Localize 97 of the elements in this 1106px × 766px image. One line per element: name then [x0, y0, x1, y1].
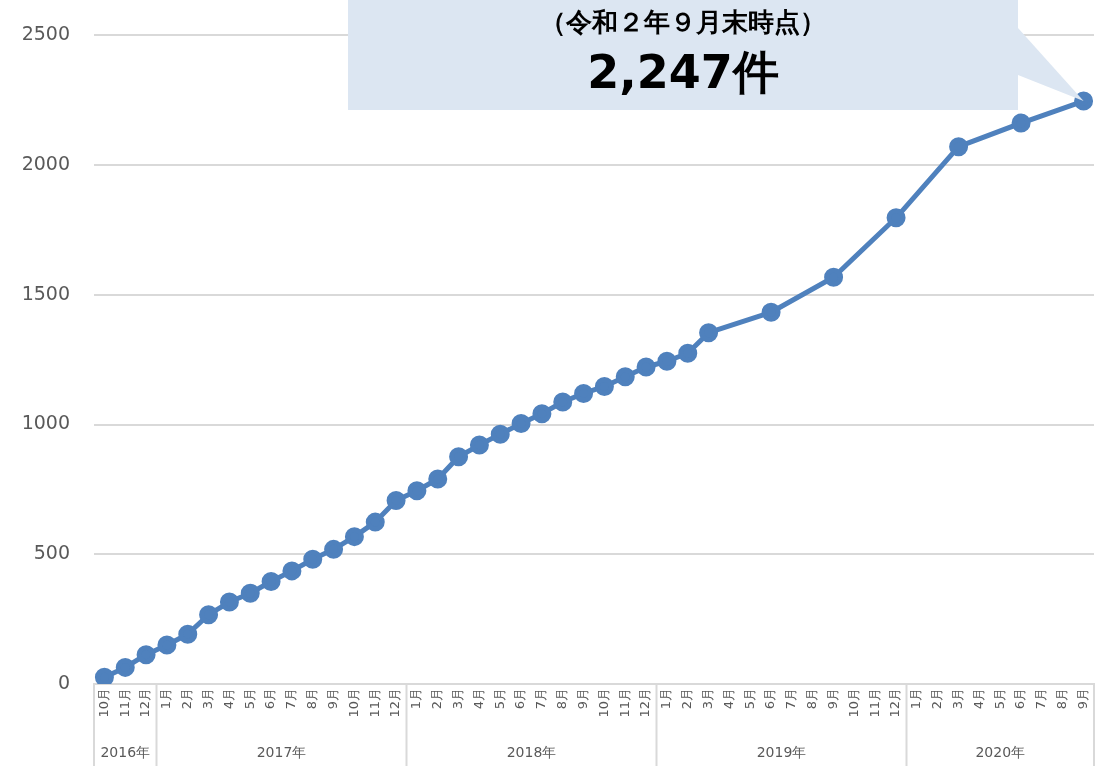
- annotation: 2,247件: [586, 44, 780, 100]
- x-tick-label: 9月: [324, 688, 340, 710]
- point: [157, 635, 177, 655]
- point: [657, 351, 677, 371]
- x-tick-label: 5月: [741, 688, 757, 710]
- x-tick-label: 1月: [658, 688, 674, 710]
- x-tick-label: 4月: [470, 688, 486, 710]
- point: [678, 343, 698, 363]
- x-tick-label: 10月: [345, 688, 361, 718]
- point: [594, 376, 614, 396]
- point: [699, 323, 719, 343]
- x-tick-label: 11月: [616, 688, 632, 718]
- x-tick-label: 3月: [199, 688, 215, 710]
- x-tick-label: 3月: [699, 688, 715, 710]
- y-tick-label: 500: [33, 541, 70, 564]
- x-tick-label: 1月: [908, 688, 924, 710]
- x-tick-label: 1月: [158, 688, 174, 710]
- point: [365, 512, 385, 532]
- x-tick-label: 4月: [220, 688, 236, 710]
- x-tick-label: 11月: [116, 688, 132, 718]
- x-tick-label: 6月: [262, 688, 278, 710]
- x-tick-label: 2月: [429, 688, 445, 710]
- x-tick-label: 8月: [554, 688, 570, 710]
- x-tick-label: 7月: [533, 688, 549, 710]
- point: [574, 383, 594, 403]
- point: [136, 645, 156, 665]
- y-tick-label: 2500: [21, 22, 70, 45]
- point: [511, 414, 531, 434]
- x-tick-label: 5月: [991, 688, 1007, 710]
- point: [553, 392, 573, 412]
- x-tick-label: 6月: [762, 688, 778, 710]
- point: [636, 357, 656, 377]
- point: [344, 527, 364, 547]
- x-tick-label: 2月: [179, 688, 195, 710]
- text: 2019年: [756, 743, 807, 760]
- x-tick-label: 4月: [970, 688, 986, 710]
- point: [324, 539, 344, 559]
- x-tick-label: 1月: [408, 688, 424, 710]
- y-tick-label: 2000: [21, 152, 70, 175]
- x-tick-label: 11月: [866, 688, 882, 718]
- point: [532, 404, 552, 424]
- x-tick-label: 9月: [574, 688, 590, 710]
- x-tick-label: 6月: [512, 688, 528, 710]
- x-tick-label: 4月: [720, 688, 736, 710]
- point: [240, 583, 260, 603]
- x-tick-label: 6月: [1012, 688, 1028, 710]
- x-tick-label: 3月: [949, 688, 965, 710]
- x-tick-label: 12月: [387, 688, 403, 718]
- point: [761, 302, 781, 322]
- x-tick-label: 2月: [929, 688, 945, 710]
- point: [178, 624, 198, 644]
- x-tick-label: 8月: [804, 688, 820, 710]
- point: [386, 491, 406, 511]
- y-tick-label: 0: [57, 670, 70, 693]
- point: [615, 367, 635, 387]
- point: [115, 657, 135, 677]
- x-tick-label: 5月: [241, 688, 257, 710]
- text: 2017年: [256, 743, 307, 760]
- point: [303, 549, 323, 569]
- point: [490, 424, 510, 444]
- x-tick-label: 9月: [1074, 688, 1090, 710]
- point: [94, 667, 114, 684]
- x-tick-label: 8月: [1054, 688, 1070, 710]
- x-tick-label: 9月: [824, 688, 840, 710]
- text: 2018年: [506, 743, 557, 760]
- point: [886, 208, 906, 228]
- x-tick-label: 10月: [95, 688, 111, 718]
- x-tick-label: 2月: [679, 688, 695, 710]
- point: [199, 605, 219, 625]
- point: [219, 592, 239, 612]
- x-tick-label: 11月: [366, 688, 382, 718]
- x-tick-label: 7月: [1033, 688, 1049, 710]
- x-tick-label: 12月: [637, 688, 653, 718]
- x-tick-label: 10月: [595, 688, 611, 718]
- x-tick-label: 8月: [304, 688, 320, 710]
- point: [407, 481, 427, 501]
- x-tick-label: 10月: [845, 688, 861, 718]
- x-tick-label: 3月: [449, 688, 465, 710]
- text: 2016年: [100, 743, 151, 760]
- x-tick-label: 7月: [283, 688, 299, 710]
- point: [1074, 91, 1094, 111]
- point: [449, 447, 469, 467]
- y-tick-label: 1500: [21, 281, 70, 304]
- point: [1011, 113, 1031, 133]
- point: [469, 435, 489, 455]
- point: [428, 469, 448, 489]
- point: [824, 267, 844, 287]
- annotation: （令和２年９月末時点）: [539, 6, 827, 39]
- point: [261, 572, 281, 592]
- point: [949, 137, 969, 157]
- x-tick-label: 7月: [783, 688, 799, 710]
- point: [282, 561, 302, 581]
- x-tick-label: 12月: [137, 688, 153, 718]
- y-tick-label: 1000: [21, 411, 70, 434]
- x-tick-label: 12月: [887, 688, 903, 718]
- x-tick-label: 5月: [491, 688, 507, 710]
- text: 2020年: [975, 743, 1026, 760]
